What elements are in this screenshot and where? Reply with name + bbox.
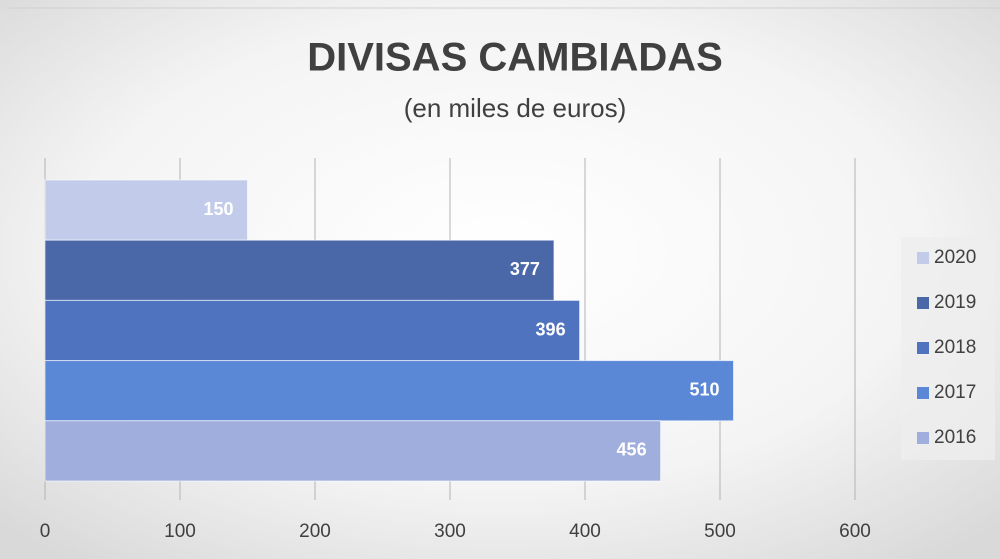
bar — [44, 299, 581, 362]
bar — [44, 179, 248, 241]
legend-label: 2018 — [934, 337, 976, 358]
data-label: 150 — [203, 199, 233, 219]
chart-subtitle: (en miles de euros) — [404, 93, 627, 123]
legend-swatch — [917, 252, 929, 264]
legend-swatch — [917, 432, 929, 444]
x-tick-label: 200 — [299, 521, 331, 542]
bar — [44, 239, 555, 301]
data-label: 377 — [510, 259, 540, 279]
x-tick-label: 500 — [704, 521, 736, 542]
x-tick-label: 400 — [569, 521, 601, 542]
data-label: 456 — [617, 440, 647, 460]
legend-label: 2020 — [934, 247, 976, 268]
chart-title: DIVISAS CAMBIADAS — [307, 36, 723, 80]
x-tick-label: 100 — [164, 521, 196, 542]
legend-swatch — [917, 297, 929, 309]
legend-label: 2016 — [934, 427, 976, 448]
x-tick-label: 300 — [434, 521, 466, 542]
data-label: 396 — [536, 319, 566, 339]
legend-label: 2017 — [934, 382, 976, 403]
legend-label: 2019 — [934, 292, 976, 313]
legend-box — [901, 237, 995, 460]
bar — [44, 420, 662, 482]
legend-swatch — [917, 387, 929, 399]
legend-swatch — [917, 342, 929, 354]
x-tick-label: 600 — [839, 521, 871, 542]
bar — [44, 360, 734, 422]
data-label: 510 — [689, 379, 719, 399]
x-tick-label: 0 — [40, 521, 51, 542]
